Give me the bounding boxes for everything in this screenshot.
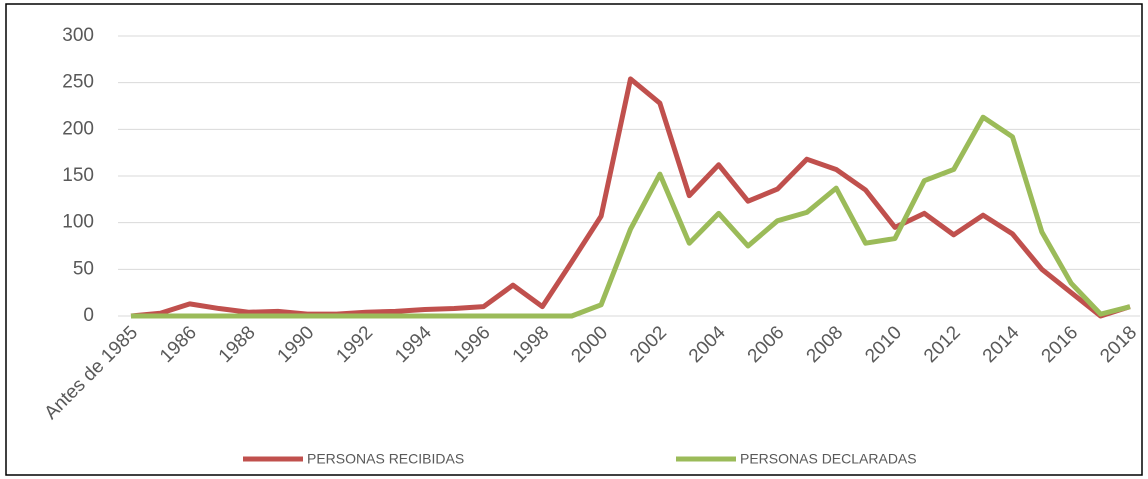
y-tick-label: 250	[62, 72, 94, 93]
x-tick-label: 1998	[509, 322, 554, 367]
x-tick-label: 1988	[215, 322, 260, 367]
x-tick-label: 2018	[1096, 322, 1141, 367]
x-tick-label: 1990	[274, 322, 319, 367]
y-tick-label: 100	[62, 212, 94, 233]
y-tick-label: 300	[62, 25, 94, 46]
y-tick-label: 200	[62, 118, 94, 139]
x-tick-label: 2000	[567, 322, 612, 367]
y-tick-label: 0	[83, 305, 94, 326]
x-tick-label: 2014	[979, 322, 1024, 367]
x-tick-label: 1996	[450, 322, 495, 367]
x-tick-label: Antes de 1985	[41, 322, 143, 424]
x-tick-label: 2008	[803, 322, 848, 367]
x-tick-label: 2010	[861, 322, 906, 367]
x-tick-label: 2004	[685, 322, 730, 367]
series-line	[131, 114, 1131, 319]
series-line	[130, 76, 1131, 319]
x-tick-label: 2006	[744, 322, 789, 367]
y-tick-label: 150	[62, 165, 94, 186]
x-tick-label: 1992	[332, 322, 377, 367]
legend-label: PERSONAS RECIBIDAS	[307, 451, 464, 467]
legend-label: PERSONAS DECLARADAS	[740, 451, 917, 467]
y-tick-label: 50	[73, 258, 94, 279]
x-tick-label: 1986	[156, 322, 201, 367]
x-tick-label: 2016	[1038, 322, 1083, 367]
x-tick-label: 1994	[391, 322, 436, 367]
frame	[5, 3, 1143, 476]
x-tick-label: 2012	[920, 322, 965, 367]
x-tick-label: 2002	[626, 322, 671, 367]
